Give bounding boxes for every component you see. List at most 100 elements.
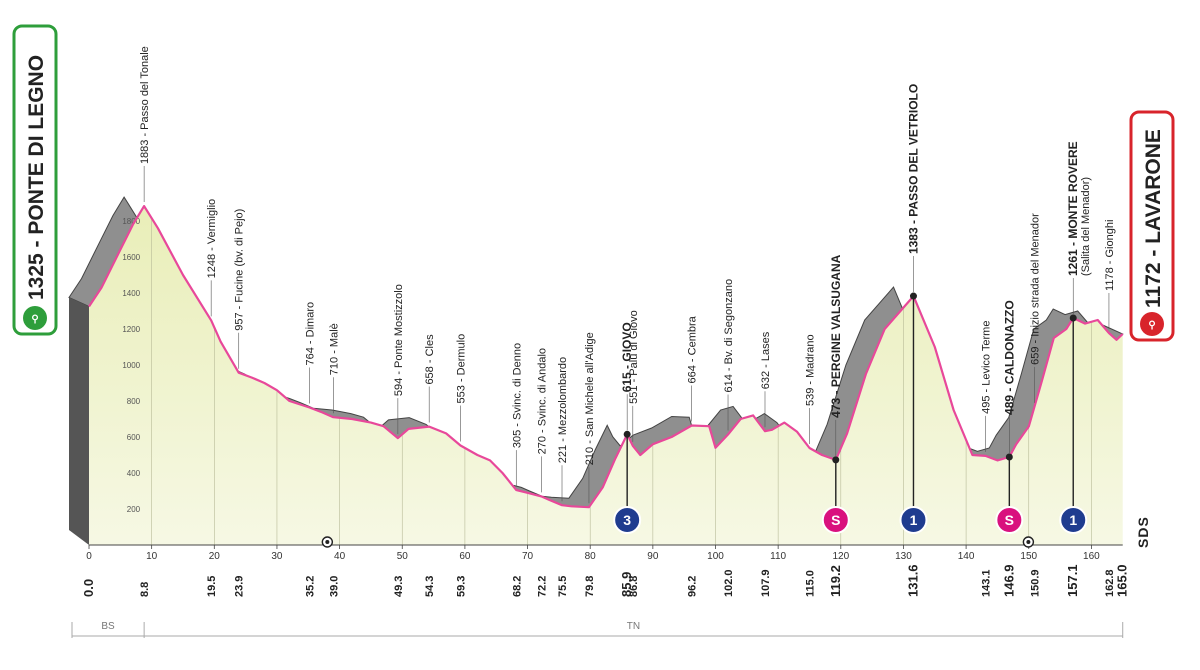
altitude-tick-label: 1200 — [122, 325, 140, 334]
km-mark-label: 0.0 — [81, 579, 96, 597]
x-tick-label: 50 — [397, 551, 409, 562]
sprint-marker-icon — [821, 506, 850, 534]
pass-label: 658 - Cles — [424, 334, 436, 385]
km-mark-label: 54.3 — [424, 576, 436, 597]
km-mark-label: 23.9 — [234, 576, 246, 597]
pass-label: 659 - Inizio strada del Menador — [1029, 213, 1041, 365]
km-mark-label: 49.3 — [393, 576, 405, 597]
pass-label: 594 - Ponte Mostizzolo — [393, 284, 405, 396]
region-label: TN — [627, 621, 640, 632]
altitude-tick-label: 1600 — [122, 253, 140, 262]
km-mark-label: 39.0 — [328, 576, 340, 597]
pass-label: 614 - Bv. di Segonzano — [723, 279, 735, 393]
pass-sublabel: (Salita del Menador) — [1080, 177, 1092, 276]
pass-label: 710 - Malè — [328, 323, 340, 375]
tunnel-icon-core — [1026, 540, 1031, 544]
x-tick-label: 20 — [209, 551, 221, 562]
altitude-tick-label: 1400 — [122, 289, 140, 298]
km-mark-label: 102.0 — [723, 569, 735, 597]
km-mark-label: 157.1 — [1065, 564, 1080, 597]
km-mark-label: 8.8 — [139, 582, 151, 597]
pass-label: 305 - Svinc. di Denno — [511, 343, 523, 448]
pass-label: 615 - GIOVO — [620, 322, 634, 392]
pass-label: 1383 - PASSO DEL VETRIOLO — [906, 84, 920, 254]
profile-side-face — [69, 297, 89, 545]
pass-label: 539 - Madrano — [804, 334, 816, 406]
pass-label: 495 - Levico Terme — [981, 321, 993, 414]
kom-marker-icon — [899, 506, 928, 534]
tunnel-icon-core — [325, 540, 330, 544]
x-tick-label: 10 — [146, 551, 158, 562]
kom-marker-icon — [613, 506, 642, 534]
pass-label: 664 - Cembra — [687, 315, 699, 383]
pass-label: 553 - Dermulo — [456, 334, 468, 404]
kom-marker-icon — [1059, 506, 1088, 534]
sprint-marker-icon — [995, 506, 1024, 534]
x-tick-label: 90 — [647, 551, 659, 562]
km-mark-label: 86.8 — [628, 576, 640, 597]
altitude-tick-label: 1800 — [122, 217, 140, 226]
region-label: BS — [101, 621, 115, 632]
pass-label: 1261 - MONTE ROVERE — [1066, 141, 1080, 276]
km-mark-label: 119.2 — [828, 565, 843, 597]
start-bike-icon — [23, 306, 47, 330]
km-mark-label: 150.9 — [1029, 569, 1041, 597]
pass-label: 210 - San Michele all'Adige — [584, 332, 596, 465]
x-tick-label: 150 — [1020, 551, 1037, 562]
x-tick-label: 80 — [585, 551, 597, 562]
km-mark-label: 72.2 — [536, 576, 548, 597]
x-tick-label: 30 — [271, 551, 283, 562]
profile-area — [89, 206, 1123, 545]
km-mark-label: 115.0 — [804, 570, 816, 597]
altitude-tick-label: 600 — [127, 433, 141, 442]
km-mark-label: 19.5 — [206, 576, 218, 597]
x-tick-label: 120 — [832, 551, 849, 562]
marker-label: 1 — [1069, 512, 1077, 528]
x-tick-label: 40 — [334, 551, 346, 562]
km-mark-label: 35.2 — [305, 576, 317, 597]
altitude-tick-label: 800 — [127, 397, 141, 406]
x-tick-label: 70 — [522, 551, 534, 562]
pass-label: 489 - CALDONAZZO — [1002, 300, 1016, 415]
marker-dot — [1005, 453, 1013, 461]
finish-bike-icon — [1140, 312, 1164, 336]
profile-layer: 200 400 600 800 1000 1200 1400 1600 1800 0 10 20 30 4… — [68, 46, 1130, 638]
profile-line — [88, 205, 1124, 509]
pass-label: 551 - Palù di Giovo — [628, 310, 640, 404]
pass-label: 1178 - Gionghi — [1104, 220, 1116, 291]
marker-dot — [623, 430, 631, 438]
marker-dot — [1069, 314, 1077, 322]
km-mark-label: 131.6 — [905, 564, 920, 597]
km-mark-label: 59.3 — [456, 576, 468, 597]
marker-label: 3 — [623, 512, 631, 528]
pass-label: 473 - PERGINE VALSUGANA — [829, 254, 843, 417]
x-tick-label: 140 — [958, 551, 975, 562]
altitude-tick-label: 200 — [127, 505, 141, 514]
km-mark-label: 107.9 — [760, 569, 772, 597]
finish-label: 1172 - LAVARONE — [1142, 129, 1165, 308]
finish-bike-glyph: ⚲ — [1148, 320, 1155, 331]
km-mark-label: 85.9 — [619, 572, 634, 597]
km-mark-label: 96.2 — [687, 576, 699, 597]
start-bike-glyph: ⚲ — [31, 314, 38, 325]
pass-label: 270 - Svinc. di Andalo — [536, 348, 548, 454]
finish-badge: 1172 - LAVARONE ⚲ — [1129, 110, 1175, 342]
km-mark-label: 143.1 — [981, 569, 993, 597]
x-tick-label: 100 — [707, 551, 724, 562]
pass-label: 957 - Fucine (bv. di Pejo) — [234, 209, 246, 331]
x-tick-label: 60 — [459, 551, 471, 562]
x-tick-label: 110 — [770, 551, 786, 562]
pass-label: 1883 - Passo del Tonale — [139, 46, 151, 164]
km-mark-label: 146.9 — [1001, 564, 1016, 597]
marker-dot — [909, 292, 917, 300]
pass-label: 1248 - Vermiglio — [206, 199, 218, 279]
altitude-tick-label: 1000 — [122, 361, 140, 370]
km-mark-label: 75.5 — [557, 576, 569, 597]
sds-logo: SDS — [1135, 516, 1151, 548]
marker-dot — [832, 456, 840, 464]
pass-label: 632 - Lases — [760, 331, 772, 389]
pass-label: 221 - Mezzolombardo — [557, 357, 569, 463]
km-mark-label: 165.0 — [1115, 564, 1130, 597]
start-badge: 1325 - PONTE DI LEGNO ⚲ — [12, 24, 58, 336]
